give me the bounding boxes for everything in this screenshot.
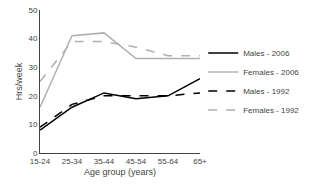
svg-text:15-24: 15-24	[30, 157, 51, 166]
svg-text:Males - 2006: Males - 2006	[243, 49, 290, 58]
svg-text:45-54: 45-54	[126, 157, 147, 166]
svg-text:35-44: 35-44	[94, 157, 115, 166]
svg-text:40: 40	[28, 34, 37, 43]
svg-text:Hrs/week: Hrs/week	[14, 62, 24, 100]
svg-text:20: 20	[28, 92, 37, 101]
svg-text:50: 50	[28, 6, 37, 15]
svg-text:10: 10	[28, 120, 37, 129]
svg-text:25-34: 25-34	[62, 157, 83, 166]
svg-text:55-64: 55-64	[158, 157, 179, 166]
svg-text:Females - 2006: Females - 2006	[243, 68, 299, 77]
svg-text:65+: 65+	[193, 157, 207, 166]
svg-text:Males - 1992: Males - 1992	[243, 87, 290, 96]
svg-text:Age group (years): Age group (years)	[84, 167, 156, 177]
svg-text:30: 30	[28, 63, 37, 72]
svg-text:Females - 1992: Females - 1992	[243, 106, 299, 115]
svg-text:0: 0	[33, 149, 38, 158]
